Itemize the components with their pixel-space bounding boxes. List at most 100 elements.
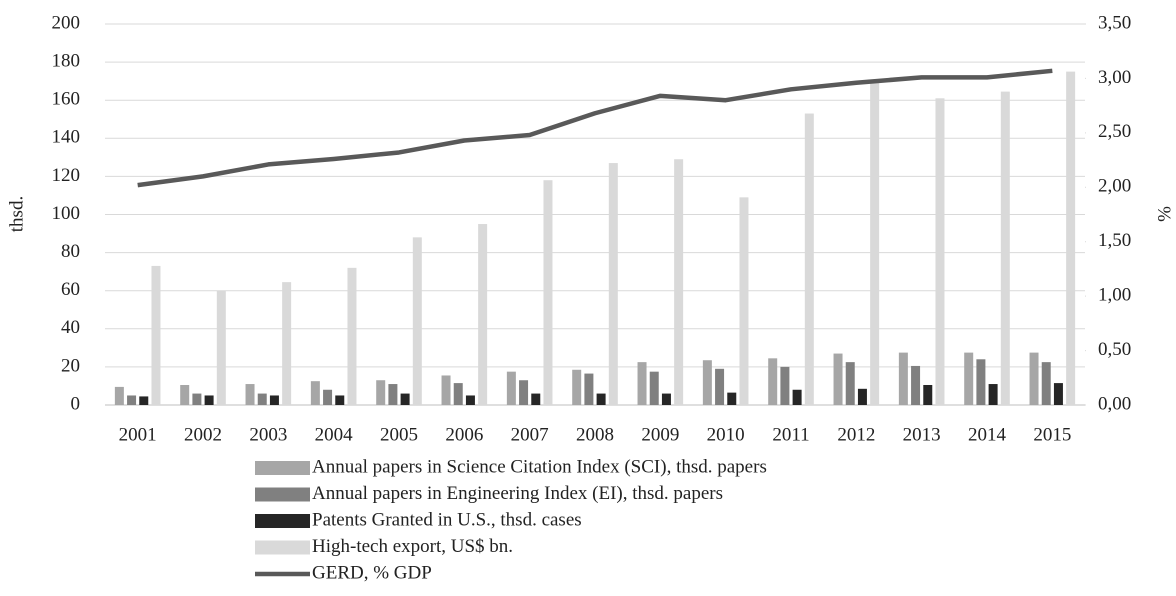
y-tick-label: 180 — [52, 50, 81, 71]
bar — [400, 393, 410, 405]
bar — [780, 366, 790, 405]
bar — [1066, 71, 1076, 405]
bar — [1029, 352, 1039, 405]
x-tick-label: 2004 — [315, 424, 354, 445]
legend-label: Patents Granted in U.S., thsd. cases — [312, 509, 582, 530]
bar — [465, 395, 475, 405]
y2-tick-label: 0,00 — [1098, 393, 1131, 414]
y-tick-label: 20 — [61, 355, 80, 376]
bar — [964, 352, 974, 405]
bar — [216, 290, 226, 405]
bar — [898, 352, 908, 405]
bar — [739, 197, 749, 405]
bar — [478, 224, 488, 405]
x-tick-label: 2002 — [184, 424, 222, 445]
y2-axis-title: % — [1154, 206, 1175, 222]
x-tick-label: 2005 — [380, 424, 418, 445]
legend-swatch — [255, 487, 310, 502]
bar — [204, 395, 214, 405]
bar — [412, 237, 422, 405]
bar — [608, 163, 618, 405]
bar — [347, 267, 357, 405]
y2-tick-label: 0,50 — [1098, 339, 1131, 360]
bar — [661, 393, 671, 405]
bar — [531, 393, 541, 405]
bar — [453, 383, 463, 405]
bar — [845, 362, 855, 405]
bar — [1053, 383, 1063, 405]
bar — [543, 180, 553, 405]
x-tick-label: 2006 — [445, 424, 483, 445]
y-tick-label: 120 — [52, 165, 81, 186]
bar — [572, 369, 582, 405]
legend-swatch — [255, 461, 310, 475]
y-tick-label: 80 — [61, 241, 80, 262]
bar — [180, 384, 190, 405]
bar — [988, 384, 998, 405]
bar — [833, 353, 843, 405]
bar — [388, 384, 398, 405]
y2-tick-label: 3,00 — [1098, 67, 1131, 88]
bar — [870, 81, 880, 406]
bar — [804, 113, 814, 405]
bar — [596, 393, 606, 405]
y-tick-label: 160 — [52, 89, 81, 110]
bar — [857, 388, 867, 405]
x-tick-label: 2007 — [511, 424, 549, 445]
bar — [727, 392, 737, 405]
legend-swatch — [255, 540, 310, 555]
y-axis-title: thsd. — [6, 196, 27, 232]
bar — [935, 98, 945, 406]
y-tick-label: 60 — [61, 279, 80, 300]
bar — [335, 395, 345, 405]
bar — [139, 396, 149, 405]
x-tick-label: 2003 — [249, 424, 287, 445]
x-tick-label: 2014 — [968, 424, 1007, 445]
bar — [245, 384, 255, 405]
y2-tick-label: 2,50 — [1098, 121, 1131, 142]
bar — [257, 393, 267, 405]
y2-tick-label: 3,50 — [1098, 12, 1131, 33]
bar — [376, 380, 386, 405]
x-tick-label: 2013 — [903, 424, 941, 445]
legend-label: GERD, % GDP — [312, 562, 432, 583]
bar — [674, 159, 684, 405]
bar — [792, 389, 802, 405]
bar — [768, 358, 778, 405]
y-tick-label: 100 — [52, 203, 81, 224]
y2-tick-label: 1,00 — [1098, 285, 1131, 306]
x-tick-label: 2010 — [707, 424, 745, 445]
legend-swatch — [255, 514, 310, 528]
x-tick-label: 2011 — [772, 424, 809, 445]
bar — [715, 368, 725, 405]
y-tick-label: 140 — [52, 127, 81, 148]
bar — [1000, 91, 1010, 405]
bar — [911, 365, 921, 405]
x-tick-label: 2009 — [641, 424, 679, 445]
bar — [282, 282, 292, 405]
line — [137, 68, 1053, 188]
x-tick-label: 2008 — [576, 424, 614, 445]
y2-tick-label: 2,00 — [1098, 176, 1131, 197]
bar — [584, 373, 594, 405]
bar — [976, 359, 986, 405]
bar — [506, 371, 516, 405]
bar — [151, 265, 161, 405]
y2-tick-label: 1,50 — [1098, 230, 1131, 251]
bar — [192, 393, 202, 405]
bar — [702, 360, 712, 405]
legend-label: Annual papers in Science Citation Index … — [312, 456, 767, 477]
y-tick-label: 0 — [71, 393, 81, 414]
bar — [923, 384, 933, 405]
legend-label: High-tech export, US$ bn. — [312, 536, 513, 557]
bar — [127, 395, 137, 405]
bar — [637, 362, 647, 405]
bar — [441, 375, 451, 405]
bar — [1041, 362, 1051, 405]
bar — [269, 395, 279, 405]
x-tick-label: 2001 — [119, 424, 157, 445]
bar — [114, 386, 124, 405]
legend-label: Annual papers in Engineering Index (EI),… — [312, 483, 723, 504]
bar — [310, 381, 320, 405]
